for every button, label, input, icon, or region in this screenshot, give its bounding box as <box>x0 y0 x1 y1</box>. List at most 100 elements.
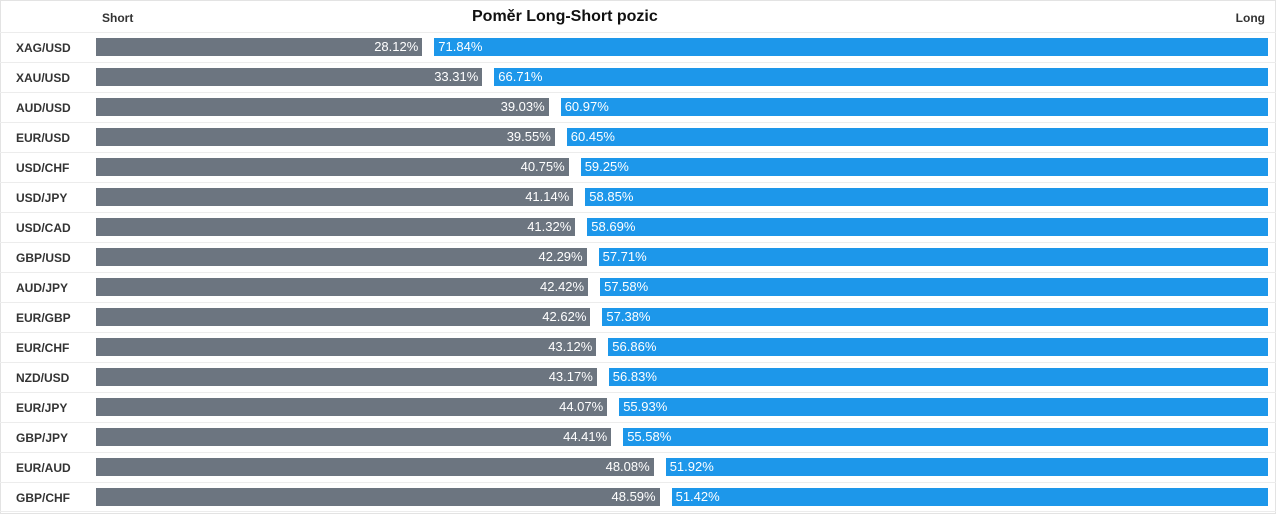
pair-label: XAU/USD <box>16 71 71 85</box>
long-bar: 56.83% <box>608 368 1268 386</box>
short-percent-label: 42.42% <box>540 279 585 294</box>
long-percent-label: 57.58% <box>604 279 649 294</box>
pair-label: EUR/AUD <box>16 461 71 475</box>
short-bar: 42.62% <box>96 308 591 326</box>
short-percent-label: 48.08% <box>605 459 650 474</box>
pair-label: GBP/USD <box>16 251 71 265</box>
short-percent-label: 44.41% <box>563 429 608 444</box>
ratio-row: XAU/USD 33.31% 66.71% <box>0 62 1276 92</box>
short-percent-label: 39.55% <box>506 129 551 144</box>
long-bar: 66.71% <box>494 68 1268 86</box>
pair-label: XAG/USD <box>16 41 71 55</box>
long-percent-label: 57.38% <box>606 309 651 324</box>
short-bar: 39.03% <box>96 98 549 116</box>
long-percent-label: 58.69% <box>591 219 636 234</box>
long-percent-label: 55.93% <box>623 399 668 414</box>
pair-label: USD/JPY <box>16 191 68 205</box>
ratio-row: EUR/GBP 42.62% 57.38% <box>0 302 1276 332</box>
short-bar: 42.29% <box>96 248 587 266</box>
long-bar: 59.25% <box>580 158 1268 176</box>
short-percent-label: 48.59% <box>611 489 656 504</box>
ratio-row: EUR/AUD 48.08% 51.92% <box>0 452 1276 482</box>
ratio-row: EUR/USD 39.55% 60.45% <box>0 122 1276 152</box>
ratio-row: USD/CAD 41.32% 58.69% <box>0 212 1276 242</box>
short-percent-label: 39.03% <box>500 99 545 114</box>
short-bar: 40.75% <box>96 158 569 176</box>
pair-label: GBP/CHF <box>16 491 70 505</box>
long-percent-label: 59.25% <box>584 159 629 174</box>
long-percent-label: 58.85% <box>589 189 634 204</box>
ratio-row: USD/CHF 40.75% 59.25% <box>0 152 1276 182</box>
short-percent-label: 28.12% <box>374 39 419 54</box>
short-percent-label: 42.62% <box>542 309 587 324</box>
short-bar: 42.42% <box>96 278 589 296</box>
long-bar: 58.69% <box>587 218 1268 236</box>
long-percent-label: 60.97% <box>564 99 609 114</box>
pair-label: EUR/CHF <box>16 341 70 355</box>
ratio-row: XAG/USD 28.12% 71.84% <box>0 32 1276 62</box>
short-bar: 41.14% <box>96 188 574 206</box>
long-bar: 51.92% <box>665 458 1268 476</box>
short-bar: 43.17% <box>96 368 597 386</box>
ratio-row: GBP/JPY 44.41% 55.58% <box>0 422 1276 452</box>
ratio-row: NZD/USD 43.17% 56.83% <box>0 362 1276 392</box>
short-percent-label: 44.07% <box>559 399 604 414</box>
pair-label: NZD/USD <box>16 371 70 385</box>
long-bar: 51.42% <box>671 488 1268 506</box>
long-percent-label: 71.84% <box>438 39 483 54</box>
long-percent-label: 57.71% <box>602 249 647 264</box>
pair-label: USD/CHF <box>16 161 70 175</box>
long-bar: 55.93% <box>619 398 1268 416</box>
short-bar: 44.41% <box>96 428 612 446</box>
pair-label: AUD/USD <box>16 101 71 115</box>
long-bar: 60.97% <box>560 98 1268 116</box>
short-percent-label: 42.29% <box>538 249 583 264</box>
ratio-row: USD/JPY 41.14% 58.85% <box>0 182 1276 212</box>
short-percent-label: 43.12% <box>548 339 593 354</box>
short-percent-label: 33.31% <box>434 69 479 84</box>
short-bar: 48.59% <box>96 488 660 506</box>
short-percent-label: 41.32% <box>527 219 572 234</box>
ratio-row: EUR/JPY 44.07% 55.93% <box>0 392 1276 422</box>
long-bar: 57.71% <box>598 248 1268 266</box>
ratio-row: AUD/JPY 42.42% 57.58% <box>0 272 1276 302</box>
short-bar: 44.07% <box>96 398 608 416</box>
long-percent-label: 60.45% <box>570 129 615 144</box>
pair-label: GBP/JPY <box>16 431 69 445</box>
long-percent-label: 66.71% <box>498 69 543 84</box>
pair-label: USD/CAD <box>16 221 71 235</box>
short-percent-label: 43.17% <box>548 369 593 384</box>
ratio-row: EUR/CHF 43.12% 56.86% <box>0 332 1276 362</box>
ratio-row: GBP/CHF 48.59% 51.42% <box>0 482 1276 512</box>
pair-label: EUR/JPY <box>16 401 68 415</box>
long-bar: 55.58% <box>623 428 1268 446</box>
pair-label: AUD/JPY <box>16 281 69 295</box>
short-bar: 48.08% <box>96 458 654 476</box>
short-percent-label: 41.14% <box>525 189 570 204</box>
short-bar: 39.55% <box>96 128 555 146</box>
long-bar: 57.58% <box>600 278 1268 296</box>
long-column-header: Long <box>1235 11 1265 25</box>
long-bar: 60.45% <box>566 128 1268 146</box>
long-percent-label: 51.92% <box>669 459 714 474</box>
ratio-rows: XAG/USD 28.12% 71.84% XAU/USD 33.31% 66.71% AU… <box>0 32 1276 512</box>
long-bar: 57.38% <box>602 308 1268 326</box>
short-bar: 41.32% <box>96 218 576 236</box>
long-percent-label: 56.83% <box>612 369 657 384</box>
long-bar: 58.85% <box>585 188 1268 206</box>
chart-title: Poměr Long-Short pozic <box>472 8 658 25</box>
long-percent-label: 51.42% <box>675 489 720 504</box>
long-bar: 71.84% <box>434 38 1268 56</box>
short-bar: 33.31% <box>96 68 483 86</box>
long-percent-label: 56.86% <box>612 339 657 354</box>
long-percent-label: 55.58% <box>627 429 672 444</box>
long-bar: 56.86% <box>608 338 1268 356</box>
ratio-row: AUD/USD 39.03% 60.97% <box>0 92 1276 122</box>
pair-label: EUR/USD <box>16 131 71 145</box>
short-column-header: Short <box>102 11 134 25</box>
short-percent-label: 40.75% <box>520 159 565 174</box>
short-bar: 43.12% <box>96 338 597 356</box>
short-bar: 28.12% <box>96 38 423 56</box>
pair-label: EUR/GBP <box>16 311 71 325</box>
